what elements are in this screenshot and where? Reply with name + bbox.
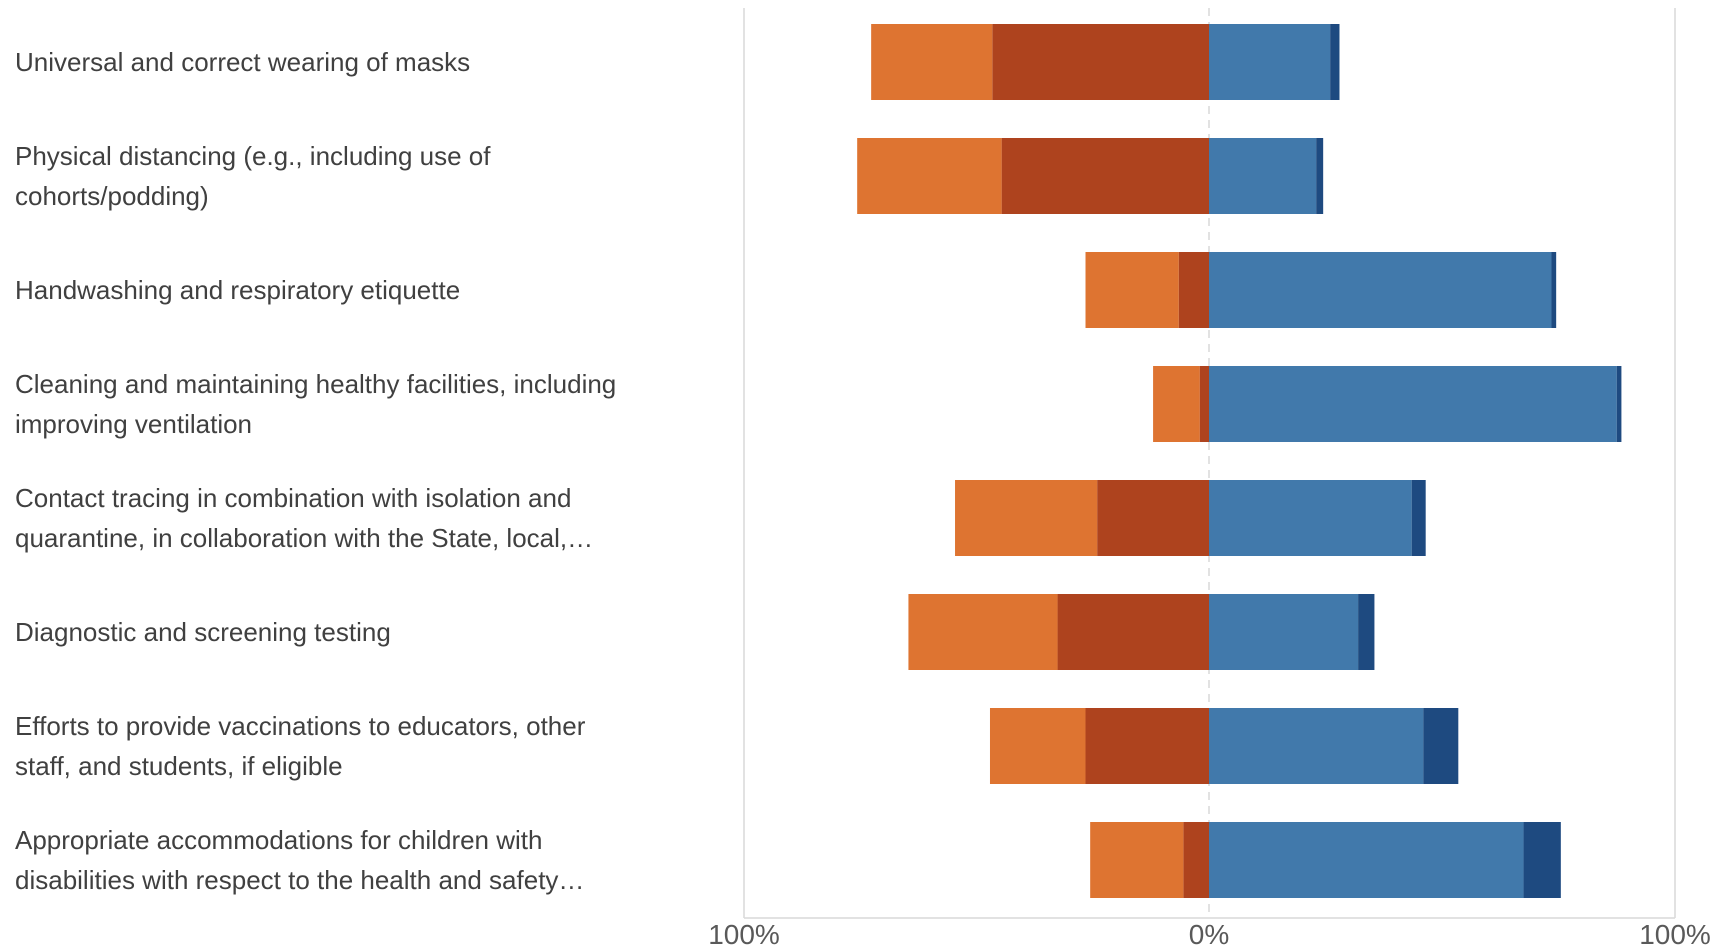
bar-segment-6-0: [1085, 708, 1209, 784]
bar-segment-3-0: [1199, 366, 1209, 442]
category-label-line: Efforts to provide vaccinations to educa…: [15, 711, 586, 741]
bar-segment-0-3: [1330, 24, 1340, 100]
bar-segment-6-3: [1423, 708, 1459, 784]
bar-segment-4-0: [1097, 480, 1209, 556]
bar-segment-1-0: [1001, 138, 1209, 214]
bar-segment-6-1: [989, 708, 1086, 784]
category-label-line: Universal and correct wearing of masks: [15, 47, 471, 77]
bar-segment-7-3: [1523, 822, 1561, 898]
bar-segment-2-3: [1551, 252, 1557, 328]
bar-segment-7-1: [1090, 822, 1184, 898]
x-tick-label: 0%: [1189, 919, 1229, 947]
category-label-line: Contact tracing in combination with isol…: [15, 483, 572, 513]
bar-segment-5-2: [1209, 594, 1359, 670]
category-label: Efforts to provide vaccinations to educa…: [15, 706, 695, 786]
category-label: Physical distancing (e.g., including use…: [15, 136, 695, 216]
bar-segment-3-1: [1153, 366, 1200, 442]
bar-segment-0-0: [992, 24, 1209, 100]
bar-segment-1-3: [1316, 138, 1324, 214]
bar-segment-3-2: [1209, 366, 1617, 442]
category-label-line: staff, and students, if eligible: [15, 751, 343, 781]
category-label-line: Diagnostic and screening testing: [15, 617, 391, 647]
category-label-line: Appropriate accommodations for children …: [15, 825, 543, 855]
category-label-line: disabilities with respect to the health …: [15, 865, 585, 895]
category-label-line: improving ventilation: [15, 409, 253, 439]
category-label-line: Handwashing and respiratory etiquette: [15, 275, 461, 305]
bar-segment-1-1: [857, 138, 1002, 214]
bar-segment-1-2: [1209, 138, 1317, 214]
x-tick-label: 100%: [708, 919, 780, 947]
bar-segment-2-2: [1209, 252, 1552, 328]
bar-segment-3-3: [1616, 366, 1622, 442]
category-label: Appropriate accommodations for children …: [15, 820, 695, 900]
category-label: Universal and correct wearing of masks: [15, 42, 695, 82]
bar-segment-2-0: [1178, 252, 1209, 328]
x-tick-label: 100%: [1639, 919, 1711, 947]
bar-segment-7-0: [1183, 822, 1209, 898]
category-label: Contact tracing in combination with isol…: [15, 478, 695, 558]
bar-segment-4-3: [1411, 480, 1426, 556]
category-label-line: Physical distancing (e.g., including use…: [15, 141, 491, 171]
bar-segment-2-1: [1085, 252, 1179, 328]
category-label: Diagnostic and screening testing: [15, 612, 695, 652]
bar-segment-5-0: [1057, 594, 1209, 670]
bar-segment-7-2: [1209, 822, 1524, 898]
category-label-line: Cleaning and maintaining healthy facilit…: [15, 369, 617, 399]
category-label: Cleaning and maintaining healthy facilit…: [15, 364, 695, 444]
category-label-line: cohorts/podding): [15, 181, 209, 211]
category-label: Handwashing and respiratory etiquette: [15, 270, 695, 310]
bar-segment-0-2: [1209, 24, 1331, 100]
bar-segment-4-2: [1209, 480, 1412, 556]
bar-segment-5-1: [908, 594, 1058, 670]
bar-segment-6-2: [1209, 708, 1424, 784]
bar-segment-0-1: [871, 24, 993, 100]
bar-segment-4-1: [955, 480, 1098, 556]
category-label-line: quarantine, in collaboration with the St…: [15, 523, 594, 553]
bar-segment-5-3: [1358, 594, 1375, 670]
